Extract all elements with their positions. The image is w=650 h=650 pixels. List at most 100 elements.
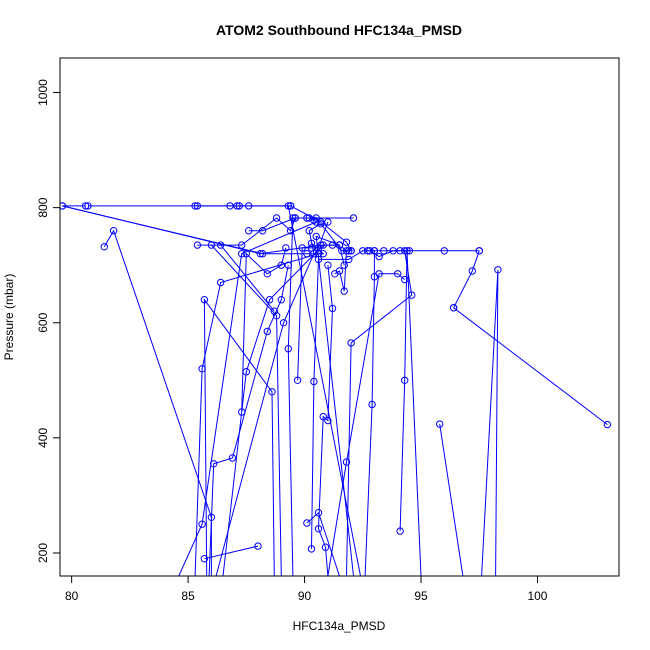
data-point-26-2 <box>256 250 264 258</box>
series-line-22 <box>297 221 329 381</box>
series-line-2 <box>194 253 319 576</box>
x-tick-label-90: 90 <box>298 589 312 603</box>
data-point-8-1 <box>238 408 246 416</box>
x-tick-label-95: 95 <box>414 589 428 603</box>
data-point-25-6 <box>284 202 292 210</box>
data-point-1-4 <box>312 218 320 226</box>
data-point-30-2 <box>366 247 374 255</box>
data-point-17-1 <box>396 527 404 535</box>
x-axis-label: HFC134a_PMSD <box>293 619 386 633</box>
data-point-5-2 <box>207 513 216 521</box>
data-point-25-4 <box>245 202 253 210</box>
data-point-7-3 <box>228 454 237 462</box>
data-point-27-6 <box>342 238 351 246</box>
data-point-20-3 <box>475 247 483 255</box>
data-point-10-2 <box>272 312 281 320</box>
data-point-25-2 <box>226 202 234 210</box>
y-axis: 200 400 600 800 1000 <box>36 79 61 563</box>
data-point-15-2 <box>347 339 355 347</box>
data-point-27-2 <box>193 202 202 210</box>
data-point-14-4 <box>394 270 402 278</box>
data-point-32-2 <box>279 319 288 327</box>
data-point-2-3 <box>217 278 225 287</box>
data-point-30-3 <box>375 252 383 261</box>
data-point-23-2 <box>217 241 225 249</box>
data-point-32-4 <box>305 227 313 235</box>
data-point-29-5 <box>345 247 353 255</box>
data-point-11-1 <box>307 545 316 553</box>
data-point-8-5 <box>282 244 290 252</box>
data-point-8-4 <box>277 261 285 269</box>
data-point-17-2 <box>401 376 409 384</box>
data-point-22-1 <box>293 376 302 384</box>
data-point-26-4 <box>328 241 337 249</box>
data-point-25-3 <box>233 202 241 210</box>
data-point-19-2 <box>494 266 502 274</box>
data-point-3-2 <box>254 542 262 550</box>
data-point-12-3 <box>314 525 323 533</box>
data-point-7-5 <box>277 296 285 304</box>
data-point-6-3 <box>265 296 274 304</box>
series-line-1 <box>178 221 317 576</box>
data-point-12-7 <box>324 261 332 269</box>
data-point-20-2 <box>468 267 476 275</box>
data-point-15-3 <box>408 291 416 299</box>
data-point-32-5 <box>317 220 325 228</box>
series-line-12 <box>317 265 334 576</box>
y-tick-label-800: 800 <box>36 197 50 217</box>
data-point-27-1 <box>84 202 92 210</box>
data-point-15-4 <box>401 247 409 255</box>
data-point-2-4 <box>314 250 323 258</box>
data-point-22-5 <box>324 218 332 226</box>
data-point-25-1 <box>191 202 199 210</box>
data-point-7-2 <box>210 460 218 468</box>
series-line-10 <box>211 244 282 576</box>
data-point-23-5 <box>272 214 281 222</box>
x-axis: 80 85 90 95 100 <box>65 575 548 603</box>
data-point-22-2 <box>298 244 306 252</box>
data-point-15-5 <box>440 247 448 255</box>
data-point-6-2 <box>242 368 251 376</box>
series-line-21 <box>453 307 608 425</box>
series-line-30 <box>367 250 401 258</box>
data-point-23-4 <box>238 241 246 249</box>
data-point-21-1 <box>603 420 612 429</box>
data-point-26-1 <box>60 202 66 210</box>
series-line-19 <box>481 269 499 576</box>
series-line-3 <box>204 545 259 560</box>
y-tick-label-600: 600 <box>36 312 50 332</box>
data-point-30-5 <box>396 247 404 255</box>
data-point-9-6 <box>349 214 358 222</box>
data-point-4-3 <box>268 388 276 396</box>
data-point-7-6 <box>284 261 292 269</box>
series-line-23 <box>197 217 296 312</box>
data-point-12-4 <box>319 412 327 421</box>
data-point-18-1 <box>436 420 444 428</box>
series-line-13 <box>306 511 340 576</box>
data-point-29-4 <box>342 247 351 255</box>
data-point-12-6 <box>328 304 337 313</box>
x-tick-label-80: 80 <box>65 589 79 603</box>
y-axis-label: Pressure (mbar) <box>2 274 16 361</box>
plot-frame <box>59 57 620 577</box>
plot-lines <box>62 205 608 576</box>
series-line-7 <box>208 265 289 576</box>
data-point-24-5 <box>319 250 327 258</box>
data-point-5-3 <box>109 227 118 235</box>
chart-title: ATOM2 Southbound HFC134a_PMSD <box>216 22 462 38</box>
data-point-10-3 <box>207 241 216 249</box>
data-point-1-2 <box>198 520 206 528</box>
series-line-20 <box>453 250 480 309</box>
data-point-14-2 <box>342 458 351 466</box>
data-point-8-3 <box>263 270 271 278</box>
series-line-8 <box>241 247 287 413</box>
y-tick-label-1000: 1000 <box>36 79 50 106</box>
data-point-28-2 <box>258 227 267 235</box>
data-point-28-5 <box>310 216 318 225</box>
data-point-11-5 <box>359 247 367 255</box>
data-point-11-4 <box>345 255 353 264</box>
data-point-11-2 <box>310 377 318 386</box>
data-point-29-2 <box>335 267 344 275</box>
data-point-24-3 <box>258 250 267 258</box>
data-point-6-6 <box>340 261 348 269</box>
